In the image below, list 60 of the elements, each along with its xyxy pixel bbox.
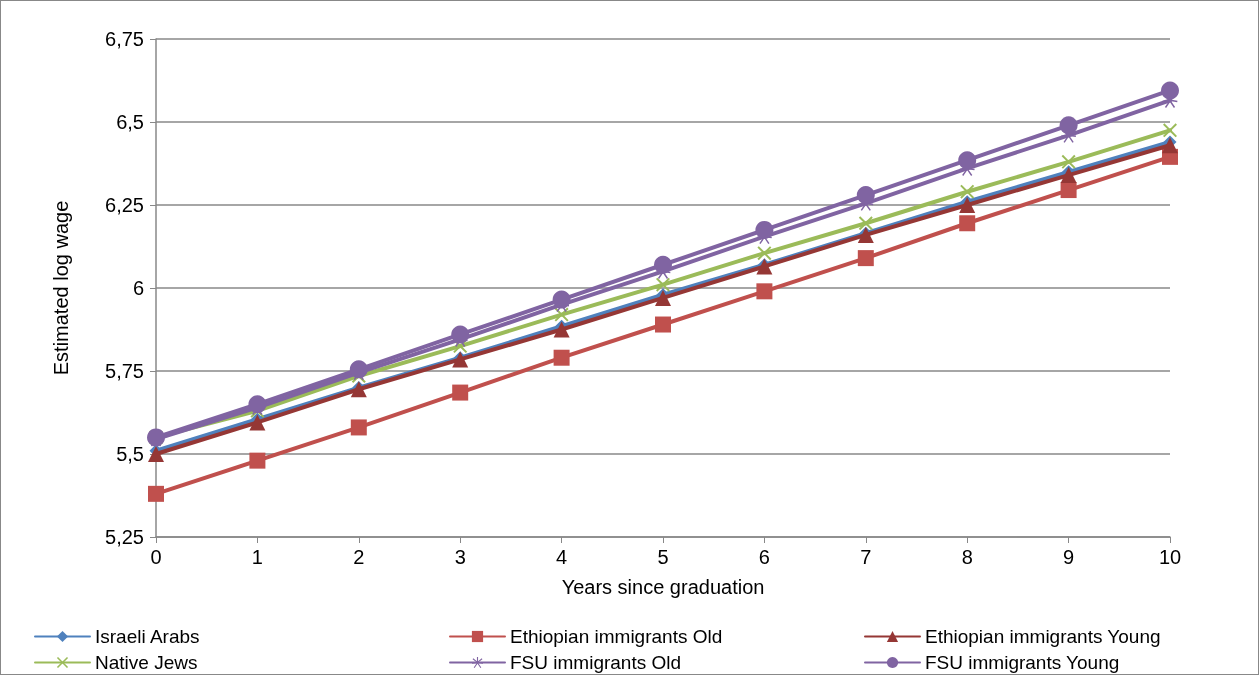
point <box>858 216 873 231</box>
point <box>554 307 569 322</box>
point <box>654 255 672 274</box>
point <box>757 246 772 261</box>
point <box>1161 81 1179 100</box>
point <box>249 452 266 469</box>
point <box>248 395 267 414</box>
x-tick-label: 7 <box>860 546 872 568</box>
x-tick-label: 1 <box>251 546 263 568</box>
point <box>655 316 671 333</box>
point <box>959 197 976 213</box>
point <box>958 151 977 170</box>
point <box>1059 116 1078 135</box>
y-tick-label: 6,25 <box>105 194 144 216</box>
point <box>960 184 975 199</box>
legend-label: FSU immigrants Old <box>510 652 682 673</box>
y-tick-label: 5,5 <box>116 443 144 465</box>
point <box>451 325 470 344</box>
x-tick-label: 3 <box>454 546 466 568</box>
point <box>349 360 368 379</box>
point <box>553 321 570 338</box>
y-axis-title: Estimated log wage <box>50 200 72 376</box>
point <box>756 283 773 300</box>
point <box>148 446 164 462</box>
x-tick-label: 0 <box>150 546 162 568</box>
point <box>656 277 670 292</box>
point <box>655 289 671 306</box>
x-tick-label: 6 <box>758 546 770 568</box>
point <box>350 419 367 436</box>
x-tick-label: 2 <box>353 546 365 568</box>
y-tick-label: 6,5 <box>116 111 144 133</box>
x-tick-label: 9 <box>1063 546 1075 568</box>
point <box>857 250 874 267</box>
point <box>1163 123 1177 138</box>
legend-label: Ethiopian immigrants Old <box>510 626 723 647</box>
point <box>148 485 164 502</box>
point <box>452 384 469 401</box>
legend-label: Israeli Arabs <box>95 626 200 647</box>
x-axis-title: Years since graduation <box>561 576 765 598</box>
legend-label: Native Jews <box>95 652 198 673</box>
point <box>249 414 266 431</box>
point <box>553 349 570 366</box>
x-tick-label: 4 <box>556 546 568 568</box>
y-tick-label: 6 <box>132 277 144 299</box>
y-tick-label: 5,25 <box>105 526 144 548</box>
legend-label: FSU immigrants Young <box>925 652 1120 673</box>
point <box>959 215 976 232</box>
legend-label: Ethiopian immigrants Young <box>925 626 1161 647</box>
point <box>552 290 571 309</box>
point <box>1162 137 1178 154</box>
point <box>856 186 875 205</box>
y-tick-label: 5,75 <box>105 360 144 382</box>
point <box>755 220 774 239</box>
y-tick-label: 6,75 <box>105 28 144 50</box>
x-tick-label: 5 <box>657 546 669 568</box>
point <box>1060 167 1077 184</box>
x-tick-label: 10 <box>1158 546 1182 568</box>
point <box>1060 182 1077 199</box>
point <box>1061 154 1076 169</box>
x-tick-label: 8 <box>961 546 973 568</box>
